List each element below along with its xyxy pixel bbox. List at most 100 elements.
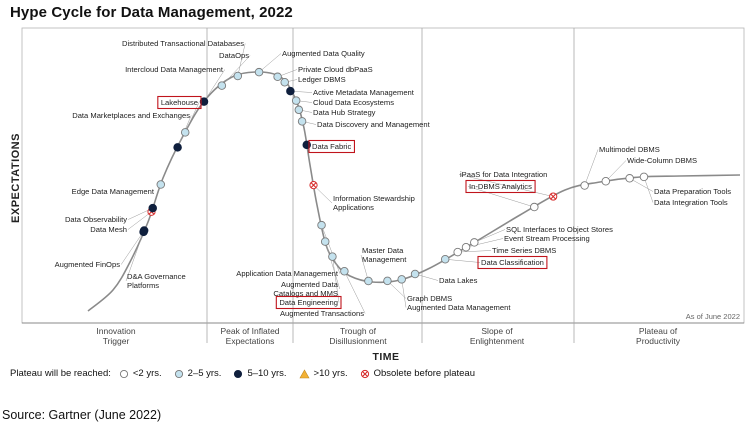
- point-9-leader: [237, 43, 246, 77]
- point-25-marker: [397, 275, 406, 284]
- point-31-label: In-DBMS Analytics: [469, 182, 532, 191]
- point-26-marker: [410, 269, 420, 279]
- point-29-marker: [461, 243, 471, 252]
- point-1-label: D&A Governance Platforms: [127, 272, 186, 290]
- legend-marker-obsolete: [360, 369, 369, 378]
- phase-label-3-line1: Trough of: [340, 326, 377, 336]
- point-1-leader: [125, 231, 144, 282]
- point-5-marker: [173, 143, 182, 152]
- point-32-label: iPaaS for Data Integration: [460, 170, 547, 179]
- legend-item-gt10: >10 yrs.: [299, 368, 348, 379]
- phase-label-5-line2: Productivity: [636, 336, 681, 346]
- y-axis-title: EXPECTATIONS: [10, 133, 22, 223]
- point-18-label-line2: Applications: [333, 203, 374, 212]
- point-3-marker: [148, 203, 157, 213]
- point-36-leader: [643, 176, 654, 203]
- point-15-label: Data Hub Strategy: [313, 108, 376, 117]
- point-6-marker: [180, 128, 190, 137]
- point-28-label: Time Series DBMS: [492, 246, 556, 255]
- point-29-label: Event Stream Processing: [504, 234, 590, 243]
- point-32-marker-cross-b: [550, 193, 556, 200]
- point-8-leader: [221, 55, 251, 86]
- point-22-leader: [344, 271, 366, 314]
- point-21-highlight-box: [275, 295, 342, 310]
- legend-item-5to10: 5–10 yrs.: [233, 368, 287, 379]
- point-28-marker: [453, 247, 462, 257]
- point-11-marker: [273, 72, 282, 82]
- phase-label-5-line1: Plateau of: [639, 326, 678, 336]
- point-35-marker: [625, 174, 634, 183]
- point-3-label: Data Observability: [65, 215, 127, 224]
- point-24-marker: [383, 276, 392, 286]
- phase-label-4-line2: Enlightenment: [470, 336, 525, 346]
- point-11-label: Private Cloud dbPaaS: [298, 65, 373, 74]
- point-14-label: Cloud Data Ecosystems: [313, 98, 394, 107]
- x-axis-title: TIME: [372, 351, 399, 363]
- point-30-leader: [474, 229, 506, 243]
- phase-label-1-line2: Trigger: [103, 336, 130, 346]
- phase-label-2-line1: Peak of Inflated: [220, 326, 279, 336]
- legend: Plateau will be reached: <2 yrs. 2–5 yrs…: [10, 368, 487, 379]
- point-20-leader: [324, 241, 341, 290]
- legend-label-2to5: 2–5 yrs.: [187, 368, 222, 379]
- point-2-leader: [127, 211, 152, 230]
- point-23-label: Master Data Management: [362, 246, 407, 264]
- point-18-label: Information Stewardship Applications: [333, 194, 415, 212]
- point-17-label: Data Fabric: [312, 142, 351, 151]
- point-19-leader: [321, 225, 341, 274]
- point-33-leader: [584, 149, 599, 186]
- point-18-leader: [313, 184, 333, 204]
- point-22-label: Augmented Transactions: [280, 309, 364, 318]
- point-24-leader: [387, 280, 407, 299]
- phase-label-4-line1: Slope of: [481, 326, 513, 336]
- point-21-leader: [332, 256, 340, 303]
- point-7-marker: [199, 97, 209, 106]
- legend-label-gt10: >10 yrs.: [313, 368, 348, 379]
- legend-label-obsolete: Obsolete before plateau: [373, 368, 475, 379]
- point-30-marker: [470, 238, 479, 247]
- point-4-label: Edge Data Management: [72, 187, 155, 196]
- point-1-label-line2: Platforms: [127, 281, 159, 290]
- point-34-label: Wide-Column DBMS: [627, 156, 697, 165]
- point-1-marker: [139, 227, 148, 237]
- as-of-note: As of June 2022: [686, 312, 740, 321]
- point-16-marker: [297, 117, 307, 126]
- point-16-label: Data Discovery and Management: [317, 120, 431, 129]
- point-0-label: Augmented FinOps: [55, 260, 121, 269]
- phase-label-2-line2: Expectations: [226, 336, 275, 346]
- point-10-marker: [254, 67, 264, 77]
- point-15-marker: [294, 105, 304, 115]
- point-27-label: Data Classification: [481, 258, 544, 267]
- point-31-marker: [530, 202, 539, 212]
- point-23-marker: [364, 276, 373, 286]
- point-35-label: Data Preparation Tools: [654, 187, 731, 196]
- plot-area: [21, 27, 745, 324]
- legend-item-obsolete: Obsolete before plateau: [360, 368, 475, 379]
- legend-item-2to5: 2–5 yrs.: [174, 368, 222, 379]
- legend-item-lt2: <2 yrs.: [119, 368, 162, 379]
- point-7-leader: [203, 69, 226, 102]
- phase-label-1-line1: Innovation: [96, 326, 135, 336]
- point-27-highlight-box: [477, 255, 548, 270]
- point-23-label-line2: Management: [362, 255, 407, 264]
- point-22-marker: [340, 267, 349, 276]
- point-32-obsolete-marker: [549, 192, 558, 201]
- point-6-highlight-box: [157, 95, 202, 110]
- point-32-leader: [458, 174, 554, 197]
- legend-label-5to10: 5–10 yrs.: [247, 368, 287, 379]
- point-19-label: Application Data Management: [236, 269, 339, 278]
- point-17-highlight-box: [308, 139, 356, 154]
- point-33-marker: [580, 181, 589, 190]
- point-8-label: DataOps: [219, 51, 249, 60]
- point-21-marker: [328, 252, 337, 261]
- point-28-leader: [457, 250, 492, 253]
- point-24-label: Graph DBMS: [407, 294, 452, 303]
- point-23-label-line1: Master Data: [362, 246, 404, 255]
- chart-title: Hype Cycle for Data Management, 2022: [10, 4, 293, 21]
- point-4-marker: [156, 180, 166, 189]
- point-20-label-line2: Catalogs and MMS: [273, 289, 338, 298]
- point-18-marker-cross-b: [310, 182, 317, 188]
- point-20-label-line1: Augmented Data: [281, 280, 339, 289]
- point-25-leader: [401, 279, 407, 308]
- point-9-label: Distributed Transactional Databases: [122, 39, 244, 48]
